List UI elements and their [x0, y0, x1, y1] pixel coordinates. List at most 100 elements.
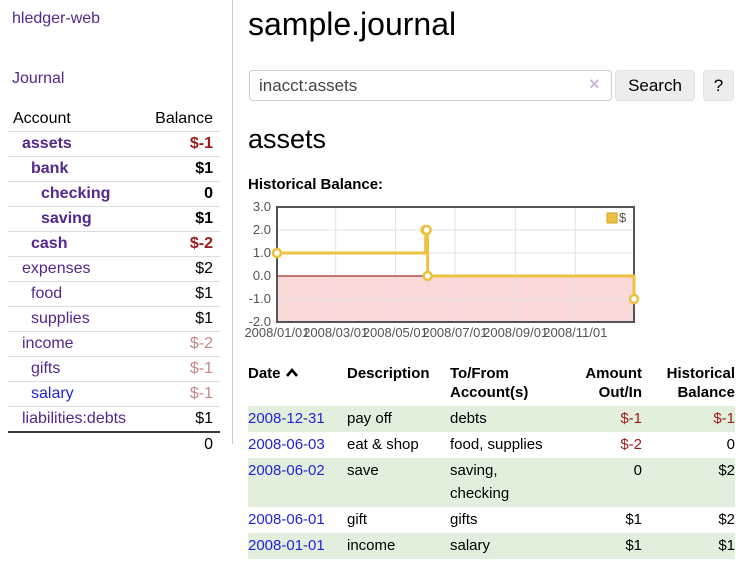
transaction-accounts: salary — [450, 537, 491, 554]
transactions-table: Date Description To/From Account(s) Amou… — [248, 362, 735, 559]
account-link-assets[interactable]: assets — [22, 135, 72, 152]
chart-plot: 3.0 2.0 1.0 0.0 -1.0 -2.02008/01/012008/03/01… — [244, 199, 640, 340]
date-column-header: Date — [248, 362, 347, 406]
balance-column-header: Balance — [155, 109, 213, 127]
transaction-date-link[interactable]: 2008-06-01 — [248, 511, 325, 528]
transaction-amount: $-1 — [620, 410, 642, 427]
account-row: assets $-1 — [8, 131, 220, 156]
help-button[interactable]: ? — [703, 70, 734, 101]
sidebar-divider — [232, 0, 233, 444]
sidebar-item-journal[interactable]: Journal — [12, 70, 65, 87]
description-column-header: Description — [347, 365, 430, 382]
svg-text:1.0: 1.0 — [253, 245, 271, 260]
transaction-date-link[interactable]: 2008-06-03 — [248, 436, 325, 453]
account-row: cash $-2 — [8, 231, 220, 256]
account-row: salary $-1 — [8, 381, 220, 406]
transaction-row: 2008-01-01 income salary $1 $1 — [248, 533, 735, 559]
accounts-table-header: Account Balance — [8, 106, 220, 131]
svg-text:2008/07/01: 2008/07/01 — [422, 325, 487, 340]
transaction-balance: 0 — [726, 436, 735, 453]
transaction-accounts: saving, checking — [450, 462, 510, 502]
transaction-date-link[interactable]: 2008-12-31 — [248, 410, 325, 427]
account-balance: $-2 — [189, 335, 213, 352]
account-balance: $-1 — [189, 360, 213, 377]
account-row: supplies $1 — [8, 306, 220, 331]
account-row: gifts $-1 — [8, 356, 220, 381]
svg-text:2008/11/01: 2008/11/01 — [543, 325, 607, 340]
svg-text:0.0: 0.0 — [253, 268, 271, 283]
account-balance: $-2 — [189, 235, 213, 252]
account-row: saving $1 — [8, 206, 220, 231]
transaction-date-link[interactable]: 2008-01-01 — [248, 537, 325, 554]
account-link-salary[interactable]: salary — [31, 385, 74, 402]
tofrom-column-header: To/From Account(s) — [450, 365, 529, 401]
account-balance: $1 — [195, 410, 213, 427]
account-balance: $-1 — [189, 385, 213, 402]
sort-ascending-icon — [285, 364, 299, 383]
svg-text:-1.0: -1.0 — [249, 291, 271, 306]
date-header-label: Date — [248, 365, 281, 382]
account-link-checking[interactable]: checking — [41, 185, 111, 202]
account-row: bank $1 — [8, 156, 220, 181]
account-balance: $1 — [195, 160, 213, 177]
transaction-accounts: food, supplies — [450, 436, 543, 453]
transactions-header-row: Date Description To/From Account(s) Amou… — [248, 362, 735, 406]
svg-text:2.0: 2.0 — [253, 222, 271, 237]
transaction-description: save — [347, 462, 379, 479]
transaction-row: 2008-12-31 pay off debts $-1 $-1 — [248, 406, 735, 432]
page-title: sample.journal — [248, 6, 457, 42]
account-link-saving[interactable]: saving — [41, 210, 92, 227]
account-heading: assets — [248, 124, 327, 154]
svg-text:-2.0: -2.0 — [249, 314, 271, 329]
transaction-row: 2008-06-01 gift gifts $1 $2 — [248, 507, 735, 533]
account-row: income $-2 — [8, 331, 220, 356]
balance-column-header: Historical Balance — [666, 365, 735, 401]
transaction-balance: $2 — [718, 462, 735, 479]
account-link-income[interactable]: income — [22, 335, 74, 352]
account-balance: $-1 — [189, 135, 213, 152]
transaction-amount: $1 — [625, 537, 642, 554]
amount-column-header: Amount Out/In — [585, 365, 642, 401]
svg-text:2008/03/01: 2008/03/01 — [303, 325, 368, 340]
account-balance: 0 — [204, 185, 213, 202]
transaction-row: 2008-06-03 eat & shop food, supplies $-2… — [248, 432, 735, 458]
total-balance: 0 — [204, 435, 213, 453]
sidebar: hledger-web Journal Account Balance asse… — [0, 0, 233, 582]
account-row: food $1 — [8, 281, 220, 306]
app-title-link[interactable]: hledger-web — [12, 10, 101, 27]
account-link-supplies[interactable]: supplies — [31, 310, 90, 327]
search-button[interactable]: Search — [615, 70, 695, 101]
account-link-gifts[interactable]: gifts — [31, 360, 61, 377]
account-link-food[interactable]: food — [31, 285, 63, 302]
transaction-date-link[interactable]: 2008-06-02 — [248, 462, 325, 479]
search-input[interactable] — [249, 70, 612, 101]
account-balance: $1 — [195, 210, 213, 227]
clear-search-icon[interactable]: × — [589, 74, 600, 94]
svg-text:$: $ — [619, 210, 627, 225]
transaction-accounts: debts — [450, 410, 487, 427]
transaction-amount: $1 — [625, 511, 642, 528]
account-balance: $1 — [195, 285, 213, 302]
account-link-bank[interactable]: bank — [31, 160, 69, 177]
transaction-balance: $2 — [718, 511, 735, 528]
historical-balance-chart[interactable]: 3.0 2.0 1.0 0.0 -1.0 -2.0 2008/01/01 2008/03/01… — [240, 199, 640, 346]
accounts-total-row: 0 — [8, 431, 220, 456]
svg-text:2008/09/01: 2008/09/01 — [483, 325, 548, 340]
account-column-header: Account — [13, 109, 71, 127]
account-balance: $1 — [195, 310, 213, 327]
chart-title: Historical Balance: — [248, 176, 384, 193]
account-link-cash[interactable]: cash — [31, 235, 68, 252]
svg-text:3.0: 3.0 — [253, 202, 271, 214]
svg-text:2008/05/01: 2008/05/01 — [363, 325, 428, 340]
account-row: checking 0 — [8, 181, 220, 206]
transaction-description: eat & shop — [347, 436, 419, 453]
account-row: liabilities:debts $1 — [8, 406, 220, 431]
account-link-liabilities-debts[interactable]: liabilities:debts — [22, 410, 127, 427]
transaction-amount: 0 — [633, 462, 642, 479]
account-balance: $2 — [195, 260, 213, 277]
account-link-expenses[interactable]: expenses — [22, 260, 91, 277]
accounts-table: Account Balance assets $-1 bank $1 check… — [8, 106, 220, 456]
account-row: expenses $2 — [8, 256, 220, 281]
transaction-description: gift — [347, 511, 368, 528]
transaction-description: pay off — [347, 410, 392, 427]
